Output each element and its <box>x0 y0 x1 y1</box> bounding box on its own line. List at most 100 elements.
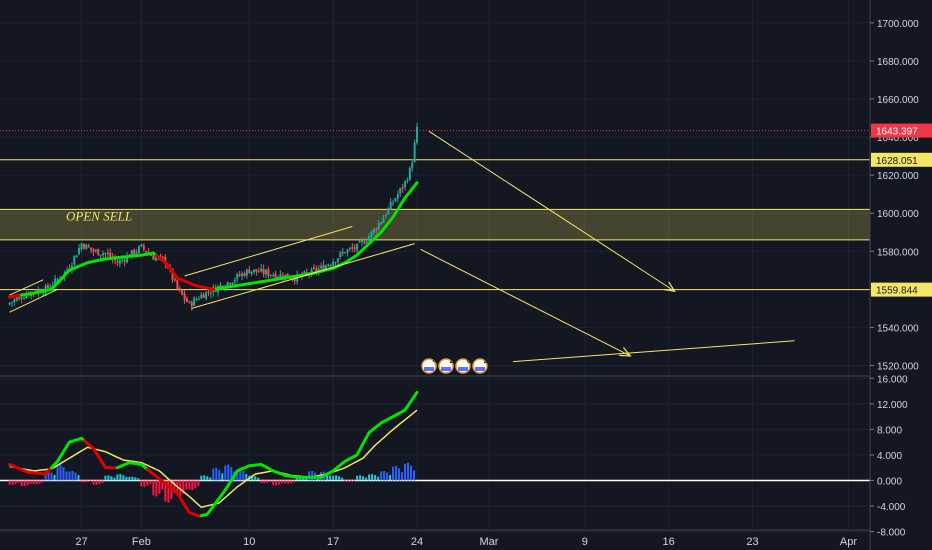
candle-body-5 <box>20 297 23 299</box>
candle-body-142 <box>348 248 351 250</box>
macd-histogram-bar-32-3 <box>401 472 404 481</box>
price-tick-label-6: 1580.000 <box>877 247 919 258</box>
macd-histogram-bar-6-1 <box>83 480 86 483</box>
time-tick-label-9: Apr <box>840 536 857 548</box>
candle-body-141 <box>346 249 349 253</box>
candle-body-31 <box>82 244 85 249</box>
candle-body-28 <box>75 255 78 258</box>
candle-body-165 <box>404 181 407 188</box>
candle-body-166 <box>406 180 409 182</box>
indicator-pane[interactable] <box>0 390 870 518</box>
candle-body-77 <box>193 298 196 306</box>
macd-histogram-bar-21-2 <box>266 480 269 483</box>
macd-histogram-bar-19-2 <box>242 470 245 481</box>
price-axis[interactable]: 1700.000 1680.000 1660.000 1640.000 1620.000… <box>869 0 932 550</box>
macd-histogram-bar-22-1 <box>275 480 278 486</box>
macd-histogram-bar-11-0 <box>140 480 143 487</box>
time-axis[interactable]: 27 Feb 10 17 24 Mar 9 16 23 Apr <box>0 529 870 548</box>
macd-tick-label-0: 16.000 <box>877 374 908 385</box>
macd-histogram-bar-5-3 <box>77 475 80 481</box>
open-sell-label: OPEN SELL <box>66 208 132 223</box>
price-tick-label-1: 1680.000 <box>877 57 919 68</box>
macd-histogram-bar-3-1 <box>47 470 50 481</box>
trend-line-6[interactable] <box>512 340 795 363</box>
candle-body-88 <box>219 285 222 288</box>
macd-histogram-bar-2-3 <box>41 480 44 483</box>
macd-histogram-bar-7-1 <box>95 480 98 485</box>
candle-body-51 <box>130 250 133 258</box>
open-sell-zone[interactable] <box>0 209 870 240</box>
macd-histogram-bar-23-3 <box>293 480 296 483</box>
arrow-line-5[interactable] <box>420 248 631 357</box>
candle-body-133 <box>327 264 330 267</box>
candle-body-130 <box>320 265 323 269</box>
price-pane[interactable]: OPEN SELL 4 2 6 2 <box>0 122 870 374</box>
candle-body-6 <box>22 297 25 299</box>
macd-histogram-bar-3-3 <box>53 475 56 481</box>
macd-tick-label-5: -4.000 <box>877 502 906 513</box>
macd-histogram-bar-6-3 <box>89 480 92 482</box>
event-flag-stripe-1 <box>441 367 451 371</box>
candle-body-156 <box>382 217 385 224</box>
candle-body-154 <box>377 223 380 230</box>
macd-histogram-bar-4-0 <box>56 465 59 481</box>
last-price-tag: 1643.397 <box>876 127 918 138</box>
trend-line-1[interactable] <box>9 288 58 313</box>
macd-line-segment-5 <box>199 390 419 518</box>
time-tick-label-6: 9 <box>582 536 588 548</box>
candle-body-38 <box>99 254 102 256</box>
candle-body-83 <box>207 291 210 293</box>
macd-histogram-bar-0-2 <box>14 480 17 485</box>
time-tick-label-0: 27 <box>75 536 87 548</box>
event-flag-stripe-2 <box>458 367 468 371</box>
candle-body-7 <box>25 294 28 298</box>
macd-histogram-bar-21-0 <box>260 480 263 483</box>
trend-line-3[interactable] <box>191 243 415 309</box>
macd-histogram-bar-29-0 <box>356 475 359 481</box>
macd-histogram-bar-15-1 <box>191 480 194 490</box>
candle-body-63 <box>159 255 162 257</box>
candle-body-137 <box>336 258 339 263</box>
candle-body-54 <box>138 246 141 253</box>
macd-tick-label-2: 8.000 <box>877 425 902 436</box>
price-tick-label-0: 1700.000 <box>877 19 919 30</box>
candle-body-92 <box>229 283 232 285</box>
macd-histogram-bar-30-1 <box>371 474 374 481</box>
candle-body-81 <box>202 294 205 298</box>
macd-histogram-bar-21-1 <box>263 480 266 483</box>
candle-body-168 <box>411 162 414 169</box>
arrow-line-4[interactable] <box>428 130 675 292</box>
macd-histogram-bar-7-2 <box>98 480 101 485</box>
trend-line-2[interactable] <box>184 226 353 277</box>
macd-histogram-bar-29-1 <box>359 475 362 481</box>
macd-histogram-bar-16-1 <box>203 475 206 481</box>
macd-histogram-bar-17-0 <box>212 468 215 481</box>
candle-body-95 <box>236 273 239 280</box>
macd-histogram-bar-3-0 <box>44 471 47 481</box>
candle-body-152 <box>372 228 375 233</box>
candle-body-123 <box>303 271 306 275</box>
candle-body-167 <box>408 167 411 181</box>
macd-histogram-bar-15-2 <box>194 480 197 489</box>
macd-histogram-bar-0-0 <box>8 480 11 485</box>
candle-body-27 <box>73 256 76 265</box>
candle-body-55 <box>140 244 143 247</box>
moving-average-segment-1 <box>20 251 158 297</box>
macd-histogram-bar-19-0 <box>236 469 239 481</box>
candle-body-59 <box>149 254 152 256</box>
macd-histogram-bar-9-1 <box>119 474 122 481</box>
macd-histogram-bar-21-3 <box>269 480 272 482</box>
macd-histogram-bar-29-3 <box>365 477 368 481</box>
candle-body-150 <box>368 236 371 242</box>
macd-histogram-bar-31-2 <box>386 472 389 481</box>
macd-histogram-bar-16-3 <box>209 477 212 481</box>
macd-tick-label-3: 4.000 <box>877 451 902 462</box>
macd-histogram-bar-1-2 <box>26 480 29 486</box>
candle-body-135 <box>332 262 335 267</box>
trend-line-0[interactable] <box>9 279 44 296</box>
candle-body-76 <box>190 302 193 307</box>
macd-histogram-bar-10-3 <box>137 478 140 481</box>
macd-histogram-bar-19-3 <box>245 473 248 481</box>
